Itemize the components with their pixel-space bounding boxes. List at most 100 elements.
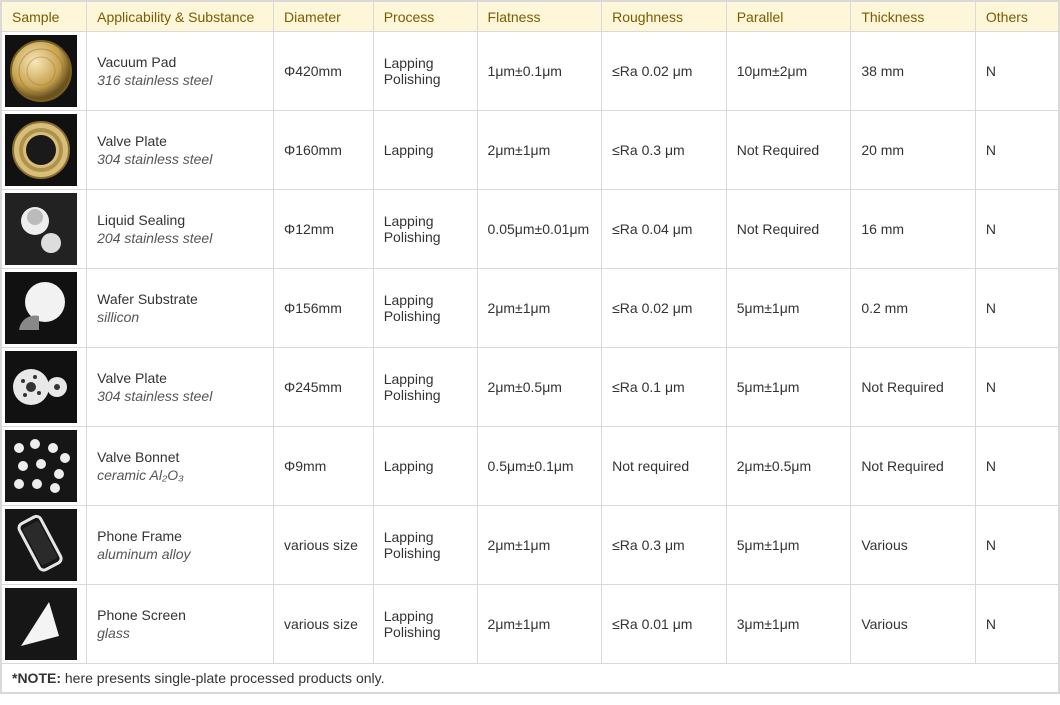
wafer-icon [5, 272, 77, 344]
app-substance: sillicon [97, 309, 263, 325]
applicability-cell: Liquid Sealing204 stainless steel [87, 190, 274, 269]
process-cell: LappingPolishing [373, 190, 477, 269]
app-title: Valve Plate [97, 370, 263, 386]
col-header: Roughness [602, 2, 727, 32]
table-row: Liquid Sealing204 stainless steelΦ12mmLa… [2, 190, 1059, 269]
thickness-cell: Not Required [851, 427, 976, 506]
flatness-cell: 2μm±0.5μm [477, 348, 602, 427]
process-cell: Lapping [373, 427, 477, 506]
parallel-cell: 5μm±1μm [726, 269, 851, 348]
others-cell: N [975, 348, 1058, 427]
others-cell: N [975, 427, 1058, 506]
process-cell: LappingPolishing [373, 32, 477, 111]
process-cell: LappingPolishing [373, 585, 477, 664]
others-cell: N [975, 32, 1058, 111]
parallel-cell: 5μm±1μm [726, 506, 851, 585]
sample-cell [2, 111, 87, 190]
process-cell: LappingPolishing [373, 506, 477, 585]
many-dots-icon [5, 430, 77, 502]
flatness-cell: 0.05μm±0.01μm [477, 190, 602, 269]
others-cell: N [975, 506, 1058, 585]
applicability-cell: Phone Framealuminum alloy [87, 506, 274, 585]
diameter-cell: Φ156mm [274, 269, 374, 348]
app-title: Phone Frame [97, 528, 263, 544]
process-line: Polishing [384, 229, 467, 245]
diameter-cell: various size [274, 506, 374, 585]
note-row: *NOTE: here presents single-plate proces… [2, 664, 1059, 693]
applicability-cell: Wafer Substrate sillicon [87, 269, 274, 348]
app-substance: 204 stainless steel [97, 230, 263, 246]
process-line: Polishing [384, 71, 467, 87]
parallel-cell: Not Required [726, 111, 851, 190]
sample-cell [2, 32, 87, 111]
table-body: Vacuum Pad316 stainless steelΦ420mmLappi… [2, 32, 1059, 664]
app-substance: glass [97, 625, 263, 641]
app-title: Vacuum Pad [97, 54, 263, 70]
thickness-cell: 0.2 mm [851, 269, 976, 348]
diameter-cell: Φ9mm [274, 427, 374, 506]
app-title: Valve Bonnet [97, 449, 263, 465]
thickness-cell: Various [851, 506, 976, 585]
two-parts-icon [5, 193, 77, 265]
process-line: Lapping [384, 458, 467, 474]
flatness-cell: 2μm±1μm [477, 585, 602, 664]
col-header: Applicability & Substance [87, 2, 274, 32]
sample-cell [2, 427, 87, 506]
app-title: Phone Screen [97, 607, 263, 623]
roughness-cell: ≤Ra 0.3 μm [602, 111, 727, 190]
process-line: Polishing [384, 624, 467, 640]
table-row: Vacuum Pad316 stainless steelΦ420mmLappi… [2, 32, 1059, 111]
thickness-cell: Various [851, 585, 976, 664]
col-header: Flatness [477, 2, 602, 32]
table-header: SampleApplicability & SubstanceDiameterP… [2, 2, 1059, 32]
spec-table: SampleApplicability & SubstanceDiameterP… [1, 1, 1059, 693]
applicability-cell: Phone Screen glass [87, 585, 274, 664]
applicability-cell: Valve Bonnet ceramic Al₂O₃ [87, 427, 274, 506]
process-line: Lapping [384, 529, 467, 545]
others-cell: N [975, 585, 1058, 664]
parallel-cell: 10μm±2μm [726, 32, 851, 111]
sample-cell [2, 269, 87, 348]
parallel-cell: 3μm±1μm [726, 585, 851, 664]
table-row: Phone Screenglassvarious sizeLappingPoli… [2, 585, 1059, 664]
table-row: Valve Bonnetceramic Al₂O₃Φ9mmLapping0.5μ… [2, 427, 1059, 506]
diameter-cell: Φ12mm [274, 190, 374, 269]
roughness-cell: ≤Ra 0.02 μm [602, 269, 727, 348]
flatness-cell: 2μm±1μm [477, 111, 602, 190]
process-line: Polishing [384, 308, 467, 324]
flatness-cell: 2μm±1μm [477, 506, 602, 585]
note-text: here presents single-plate processed pro… [61, 670, 384, 686]
process-line: Lapping [384, 213, 467, 229]
table-row: Phone Framealuminum alloyvarious sizeLap… [2, 506, 1059, 585]
diameter-cell: Φ160mm [274, 111, 374, 190]
thickness-cell: 38 mm [851, 32, 976, 111]
app-substance: ceramic Al₂O₃ [97, 467, 263, 483]
others-cell: N [975, 190, 1058, 269]
thickness-cell: 20 mm [851, 111, 976, 190]
process-line: Polishing [384, 387, 467, 403]
app-title: Wafer Substrate [97, 291, 263, 307]
col-header: Others [975, 2, 1058, 32]
table-row: Valve Plate304 stainless steelΦ160mm Lapp… [2, 111, 1059, 190]
thickness-cell: Not Required [851, 348, 976, 427]
process-cell: Lapping [373, 111, 477, 190]
applicability-cell: Valve Plate304 stainless steel [87, 111, 274, 190]
applicability-cell: Valve Plate304 stainless steel [87, 348, 274, 427]
process-cell: LappingPolishing [373, 348, 477, 427]
table-row: Valve Plate304 stainless steelΦ245mmLapp… [2, 348, 1059, 427]
process-line: Polishing [384, 545, 467, 561]
process-line: Lapping [384, 55, 467, 71]
sample-cell [2, 506, 87, 585]
others-cell: N [975, 269, 1058, 348]
applicability-cell: Vacuum Pad 316 stainless steel [87, 32, 274, 111]
col-header: Sample [2, 2, 87, 32]
app-substance: 304 stainless steel [97, 151, 263, 167]
others-cell: N [975, 111, 1058, 190]
roughness-cell: ≤Ra 0.02 μm [602, 32, 727, 111]
app-substance: 316 stainless steel [97, 72, 263, 88]
note-label: *NOTE: [12, 670, 61, 686]
process-line: Lapping [384, 142, 467, 158]
sample-cell [2, 190, 87, 269]
table-row: Wafer SubstratesilliconΦ156mmLappingPoli… [2, 269, 1059, 348]
parallel-cell: 2μm±0.5μm [726, 427, 851, 506]
